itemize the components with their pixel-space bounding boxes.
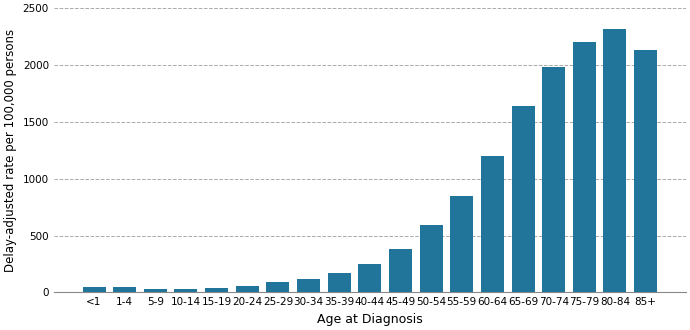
Bar [328,273,351,292]
Bar [83,287,106,292]
Bar [481,156,504,292]
Y-axis label: Delay-adjusted rate per 100,000 persons: Delay-adjusted rate per 100,000 persons [4,29,17,272]
Bar [573,42,596,292]
Bar [542,67,565,292]
Bar [511,106,535,292]
Bar [266,282,289,292]
Bar [420,225,442,292]
Bar [144,289,167,292]
Bar [358,264,382,292]
X-axis label: Age at Diagnosis: Age at Diagnosis [317,313,423,326]
Bar [205,288,228,292]
Bar [236,285,259,292]
Bar [634,50,657,292]
Bar [389,249,412,292]
Bar [604,29,627,292]
Bar [175,289,197,292]
Bar [451,196,473,292]
Bar [113,287,136,292]
Bar [297,279,320,292]
